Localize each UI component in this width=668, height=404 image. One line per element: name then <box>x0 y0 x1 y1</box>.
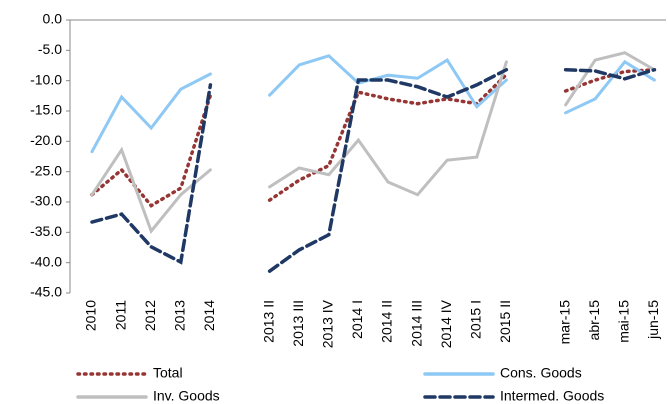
legend-label: Total <box>153 365 183 381</box>
x-tick-label: 2011 <box>112 300 128 330</box>
x-tick-label: 2014 III <box>408 300 424 347</box>
y-tick-label: -40.0 <box>30 253 62 269</box>
x-tick-label: 2013 <box>172 300 188 331</box>
x-tick-label: jun-15 <box>645 300 661 340</box>
x-tick-label: 2010 <box>83 300 99 331</box>
y-tick-label: -10.0 <box>30 71 62 87</box>
y-tick-label: -15.0 <box>30 102 62 118</box>
series-line <box>90 67 657 273</box>
legend-label: Cons. Goods <box>500 365 582 381</box>
y-tick-label: -30.0 <box>30 193 62 209</box>
series-line <box>90 67 657 208</box>
x-tick-label: mai-15 <box>616 300 632 343</box>
y-tick-label: -25.0 <box>30 162 62 178</box>
x-tick-label: 2012 <box>142 300 158 331</box>
x-tick-label: 2013 IV <box>320 299 336 348</box>
x-tick-label: mar-15 <box>556 300 572 345</box>
series-line <box>90 54 656 154</box>
x-tick-label: 2013 III <box>290 300 306 347</box>
x-tick-label: 2013 II <box>260 300 276 343</box>
y-tick-label: -20.0 <box>30 132 62 148</box>
y-tick-label: -5.0 <box>38 41 62 57</box>
legend-label: Inv. Goods <box>153 388 220 404</box>
y-tick-label: -35.0 <box>30 223 62 239</box>
x-tick-label: 2014 II <box>379 300 395 343</box>
x-tick-label: 2015 I <box>468 300 484 339</box>
x-tick-label: 2014 IV <box>438 299 454 348</box>
x-tick-label: 2015 II <box>497 300 513 343</box>
y-tick-label: 0.0 <box>43 11 63 27</box>
y-tick-label: -45.0 <box>30 284 62 300</box>
x-tick-label: 2014 <box>201 300 217 331</box>
series-line <box>90 51 656 235</box>
x-tick-label: abr-15 <box>586 300 602 341</box>
legend-label: Intermed. Goods <box>500 388 604 404</box>
x-tick-label: 2014 I <box>349 300 365 339</box>
